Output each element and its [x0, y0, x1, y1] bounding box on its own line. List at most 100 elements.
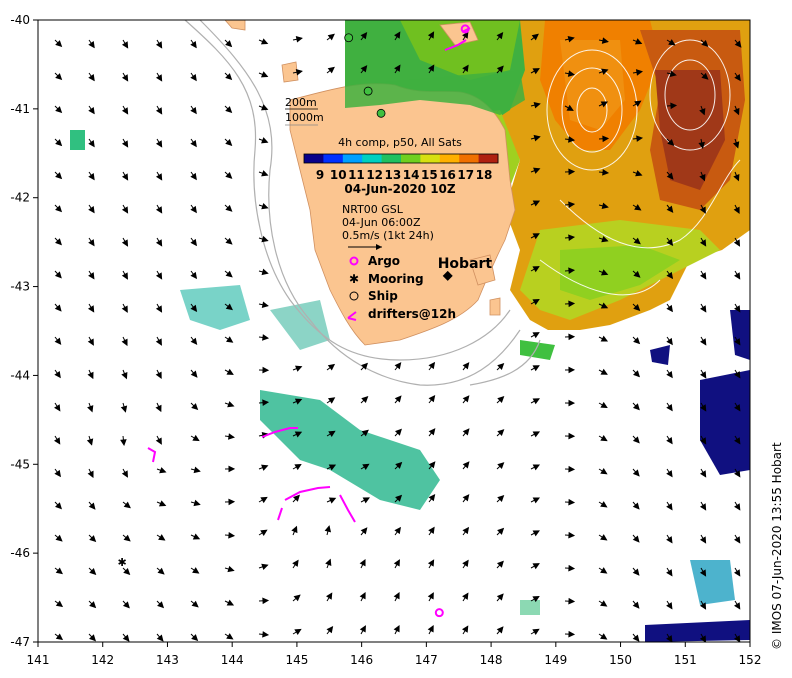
- current-arrow-head: [121, 74, 129, 82]
- y-tick-label: -46: [10, 546, 30, 560]
- current-arrow-head: [462, 559, 469, 567]
- current-arrow-head: [734, 602, 741, 610]
- current-arrow-head: [568, 498, 576, 506]
- current-arrow-head: [261, 563, 269, 571]
- current-arrow-head: [394, 526, 401, 535]
- current-arrow-head: [734, 40, 742, 48]
- drifter-tracks: [147, 27, 471, 523]
- current-arrow-head: [294, 398, 303, 405]
- current-arrow-head: [699, 173, 706, 182]
- current-arrow-head: [633, 337, 641, 345]
- current-arrow-head: [532, 563, 540, 570]
- colorbar-tick-label: 12: [366, 168, 383, 182]
- current-arrow-head: [155, 404, 162, 413]
- current-arrow-head: [122, 601, 130, 609]
- plot-frame: [37, 19, 751, 643]
- current-arrow-head: [326, 625, 334, 634]
- place-label: Hobart: [438, 256, 493, 272]
- current-arrow-head: [733, 173, 740, 182]
- current-arrow-head: [568, 399, 576, 407]
- current-arrow-head: [87, 338, 94, 346]
- current-arrow-head: [226, 368, 234, 375]
- current-arrow-head: [532, 200, 541, 207]
- current-arrow-head: [532, 530, 540, 537]
- current-arrow-head: [427, 31, 435, 39]
- current-arrow-head: [54, 370, 61, 379]
- current-arrow-head: [533, 167, 541, 174]
- credit-label: © IMOS 07-Jun-2020 13:55 Hobart: [770, 442, 784, 650]
- map-date: 04-Jun-2020 10Z: [344, 182, 455, 196]
- current-arrow-head: [532, 332, 540, 339]
- argo-float: [460, 24, 470, 34]
- colorbar-legend: 4h comp, p50, All Sats 9 10 11 12 13 14 15 16 17…: [303, 136, 499, 196]
- current-arrow-head: [121, 173, 129, 181]
- current-arrow-head: [262, 597, 270, 605]
- current-arrow-head: [121, 305, 128, 313]
- current-arrow-head: [260, 496, 268, 504]
- current-arrow-head: [295, 69, 303, 76]
- current-arrow-head: [55, 600, 64, 608]
- current-arrow-head: [54, 437, 61, 445]
- current-arrow-head: [55, 205, 63, 213]
- colorbar-tick-label: 15: [421, 168, 438, 182]
- current-arrow-head: [155, 206, 163, 214]
- current-arrow-head: [568, 564, 576, 572]
- current-arrow-head: [55, 534, 63, 542]
- y-tick-label: -40: [10, 13, 30, 27]
- current-arrow-head: [327, 397, 336, 404]
- current-arrow-head: [568, 168, 576, 176]
- colorbar-tick-label: 14: [403, 168, 420, 182]
- current-arrow-head: [260, 529, 268, 536]
- current-arrow-head: [155, 338, 162, 346]
- current-arrow-head: [567, 70, 575, 77]
- current-arrow-head: [191, 634, 199, 642]
- current-arrow-head: [294, 431, 303, 438]
- current-arrow-head: [155, 239, 163, 247]
- current-arrow-head: [155, 305, 163, 313]
- current-arrow-head: [701, 72, 709, 80]
- current-arrow-head: [260, 38, 269, 45]
- current-arrow-head: [55, 73, 63, 81]
- current-arrow-head: [699, 536, 707, 544]
- current-arrow-head: [359, 591, 366, 600]
- argo-legend-icon: [349, 256, 359, 266]
- y-tick-label: -45: [10, 457, 30, 471]
- current-vectors: [54, 31, 742, 643]
- current-arrow-head: [701, 39, 709, 47]
- current-arrow-head: [261, 464, 269, 471]
- current-arrow-head: [497, 462, 505, 470]
- current-arrow-head: [428, 64, 435, 72]
- current-arrow-head: [666, 569, 673, 577]
- current-arrow-head: [600, 335, 609, 342]
- current-arrow-head: [428, 461, 436, 469]
- current-arrow-head: [600, 101, 609, 108]
- current-arrow-head: [155, 74, 163, 82]
- x-tick-label: 143: [156, 653, 179, 667]
- current-arrow-head: [497, 396, 505, 403]
- current-arrow-head: [634, 204, 642, 211]
- current-arrow-head: [87, 470, 94, 479]
- current-arrow-head: [155, 173, 163, 181]
- current-arrow-head: [600, 269, 609, 276]
- current-arrow-head: [394, 31, 401, 39]
- current-arrow-head: [666, 635, 673, 643]
- current-arrow-head: [190, 337, 198, 345]
- current-arrow-head: [670, 102, 678, 110]
- current-arrow-head: [602, 135, 610, 143]
- current-arrow-head: [360, 65, 368, 73]
- current-arrow-head: [157, 601, 165, 609]
- current-arrow-head: [532, 365, 540, 372]
- argo-markers: [434, 24, 470, 618]
- current-arrow-head: [155, 371, 162, 379]
- current-arrow-head: [462, 31, 469, 39]
- colorbar-swatch: [439, 154, 460, 163]
- current-arrow-head: [359, 625, 366, 633]
- current-arrow-head: [666, 437, 673, 445]
- current-arrow-head: [666, 238, 674, 247]
- colorbar-tick-label: 16: [439, 168, 456, 182]
- current-arrow-head: [497, 494, 505, 502]
- current-arrow-head: [462, 526, 470, 535]
- current-arrow-head: [733, 107, 740, 116]
- legend-ship-label: Ship: [368, 289, 398, 303]
- current-arrow-head: [88, 206, 95, 214]
